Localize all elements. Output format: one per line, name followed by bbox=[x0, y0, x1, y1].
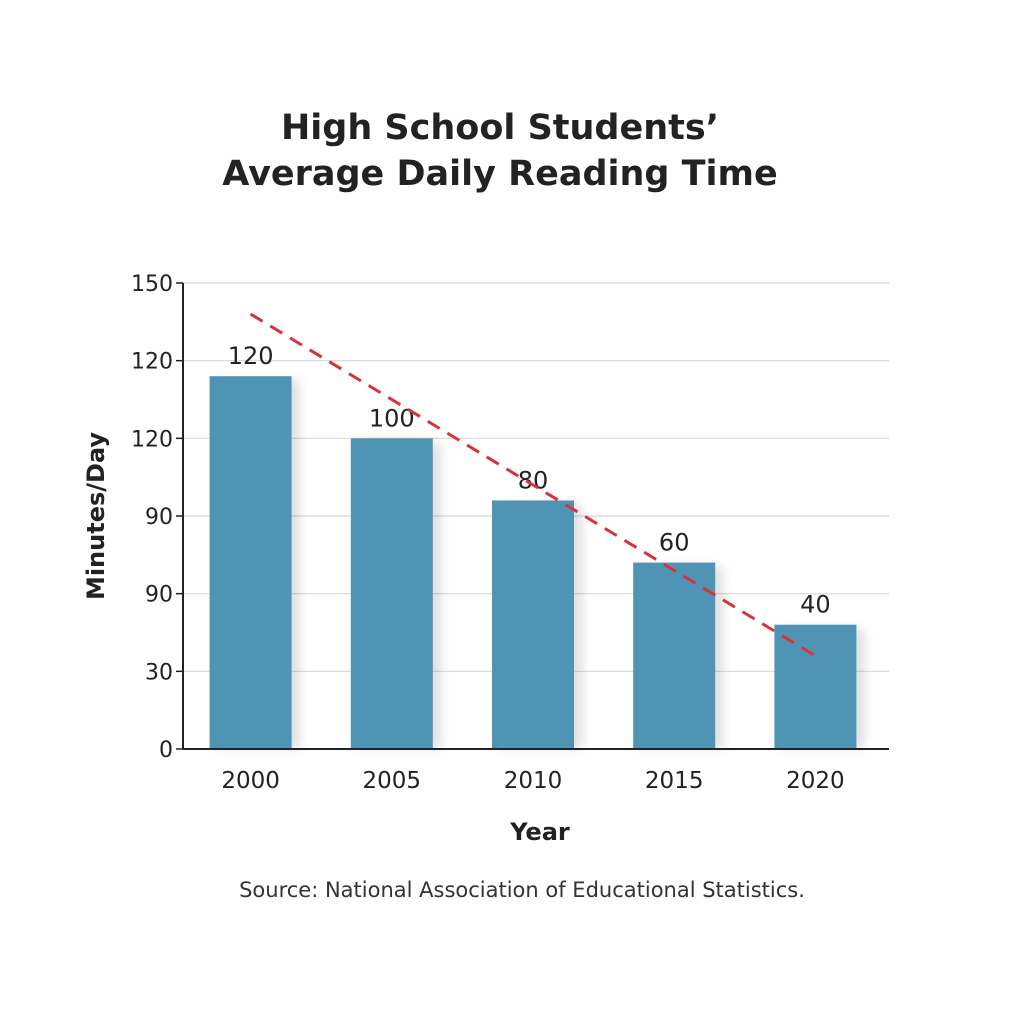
y-tick-label: 120 bbox=[131, 350, 173, 375]
x-tick-label: 2000 bbox=[221, 768, 280, 794]
chart-title: High School Students’ Average Daily Read… bbox=[0, 105, 1000, 197]
x-tick-label: 2005 bbox=[363, 768, 422, 794]
y-tick-label: 150 bbox=[131, 272, 173, 297]
bar-2015 bbox=[633, 562, 716, 749]
data-label: 60 bbox=[659, 529, 690, 557]
x-tick-label: 2020 bbox=[786, 768, 845, 794]
y-tick-label: 0 bbox=[159, 738, 173, 763]
bar-2000 bbox=[209, 376, 292, 749]
y-tick-label: 90 bbox=[145, 505, 173, 530]
data-label: 120 bbox=[228, 342, 274, 370]
y-tick-label: 120 bbox=[131, 427, 173, 452]
y-tick-label: 90 bbox=[145, 583, 173, 608]
bar-2010 bbox=[492, 500, 574, 749]
y-tick-label: 30 bbox=[145, 660, 173, 685]
data-label: 100 bbox=[369, 404, 415, 432]
y-axis-label: Minutes/Day bbox=[82, 432, 110, 600]
source-note: Source: National Association of Educatio… bbox=[239, 878, 805, 902]
trend-line bbox=[249, 312, 817, 658]
x-tick-label: 2015 bbox=[645, 768, 704, 794]
data-label: 80 bbox=[518, 466, 549, 494]
x-axis-label: Year bbox=[509, 818, 570, 846]
chart-title-line-2: Average Daily Reading Time bbox=[222, 154, 778, 194]
bar-2005 bbox=[350, 438, 433, 749]
chart-title-line-1: High School Students’ bbox=[280, 108, 719, 148]
bar-2020 bbox=[774, 624, 857, 749]
data-label: 40 bbox=[800, 591, 831, 619]
x-tick-label: 2010 bbox=[504, 768, 563, 794]
